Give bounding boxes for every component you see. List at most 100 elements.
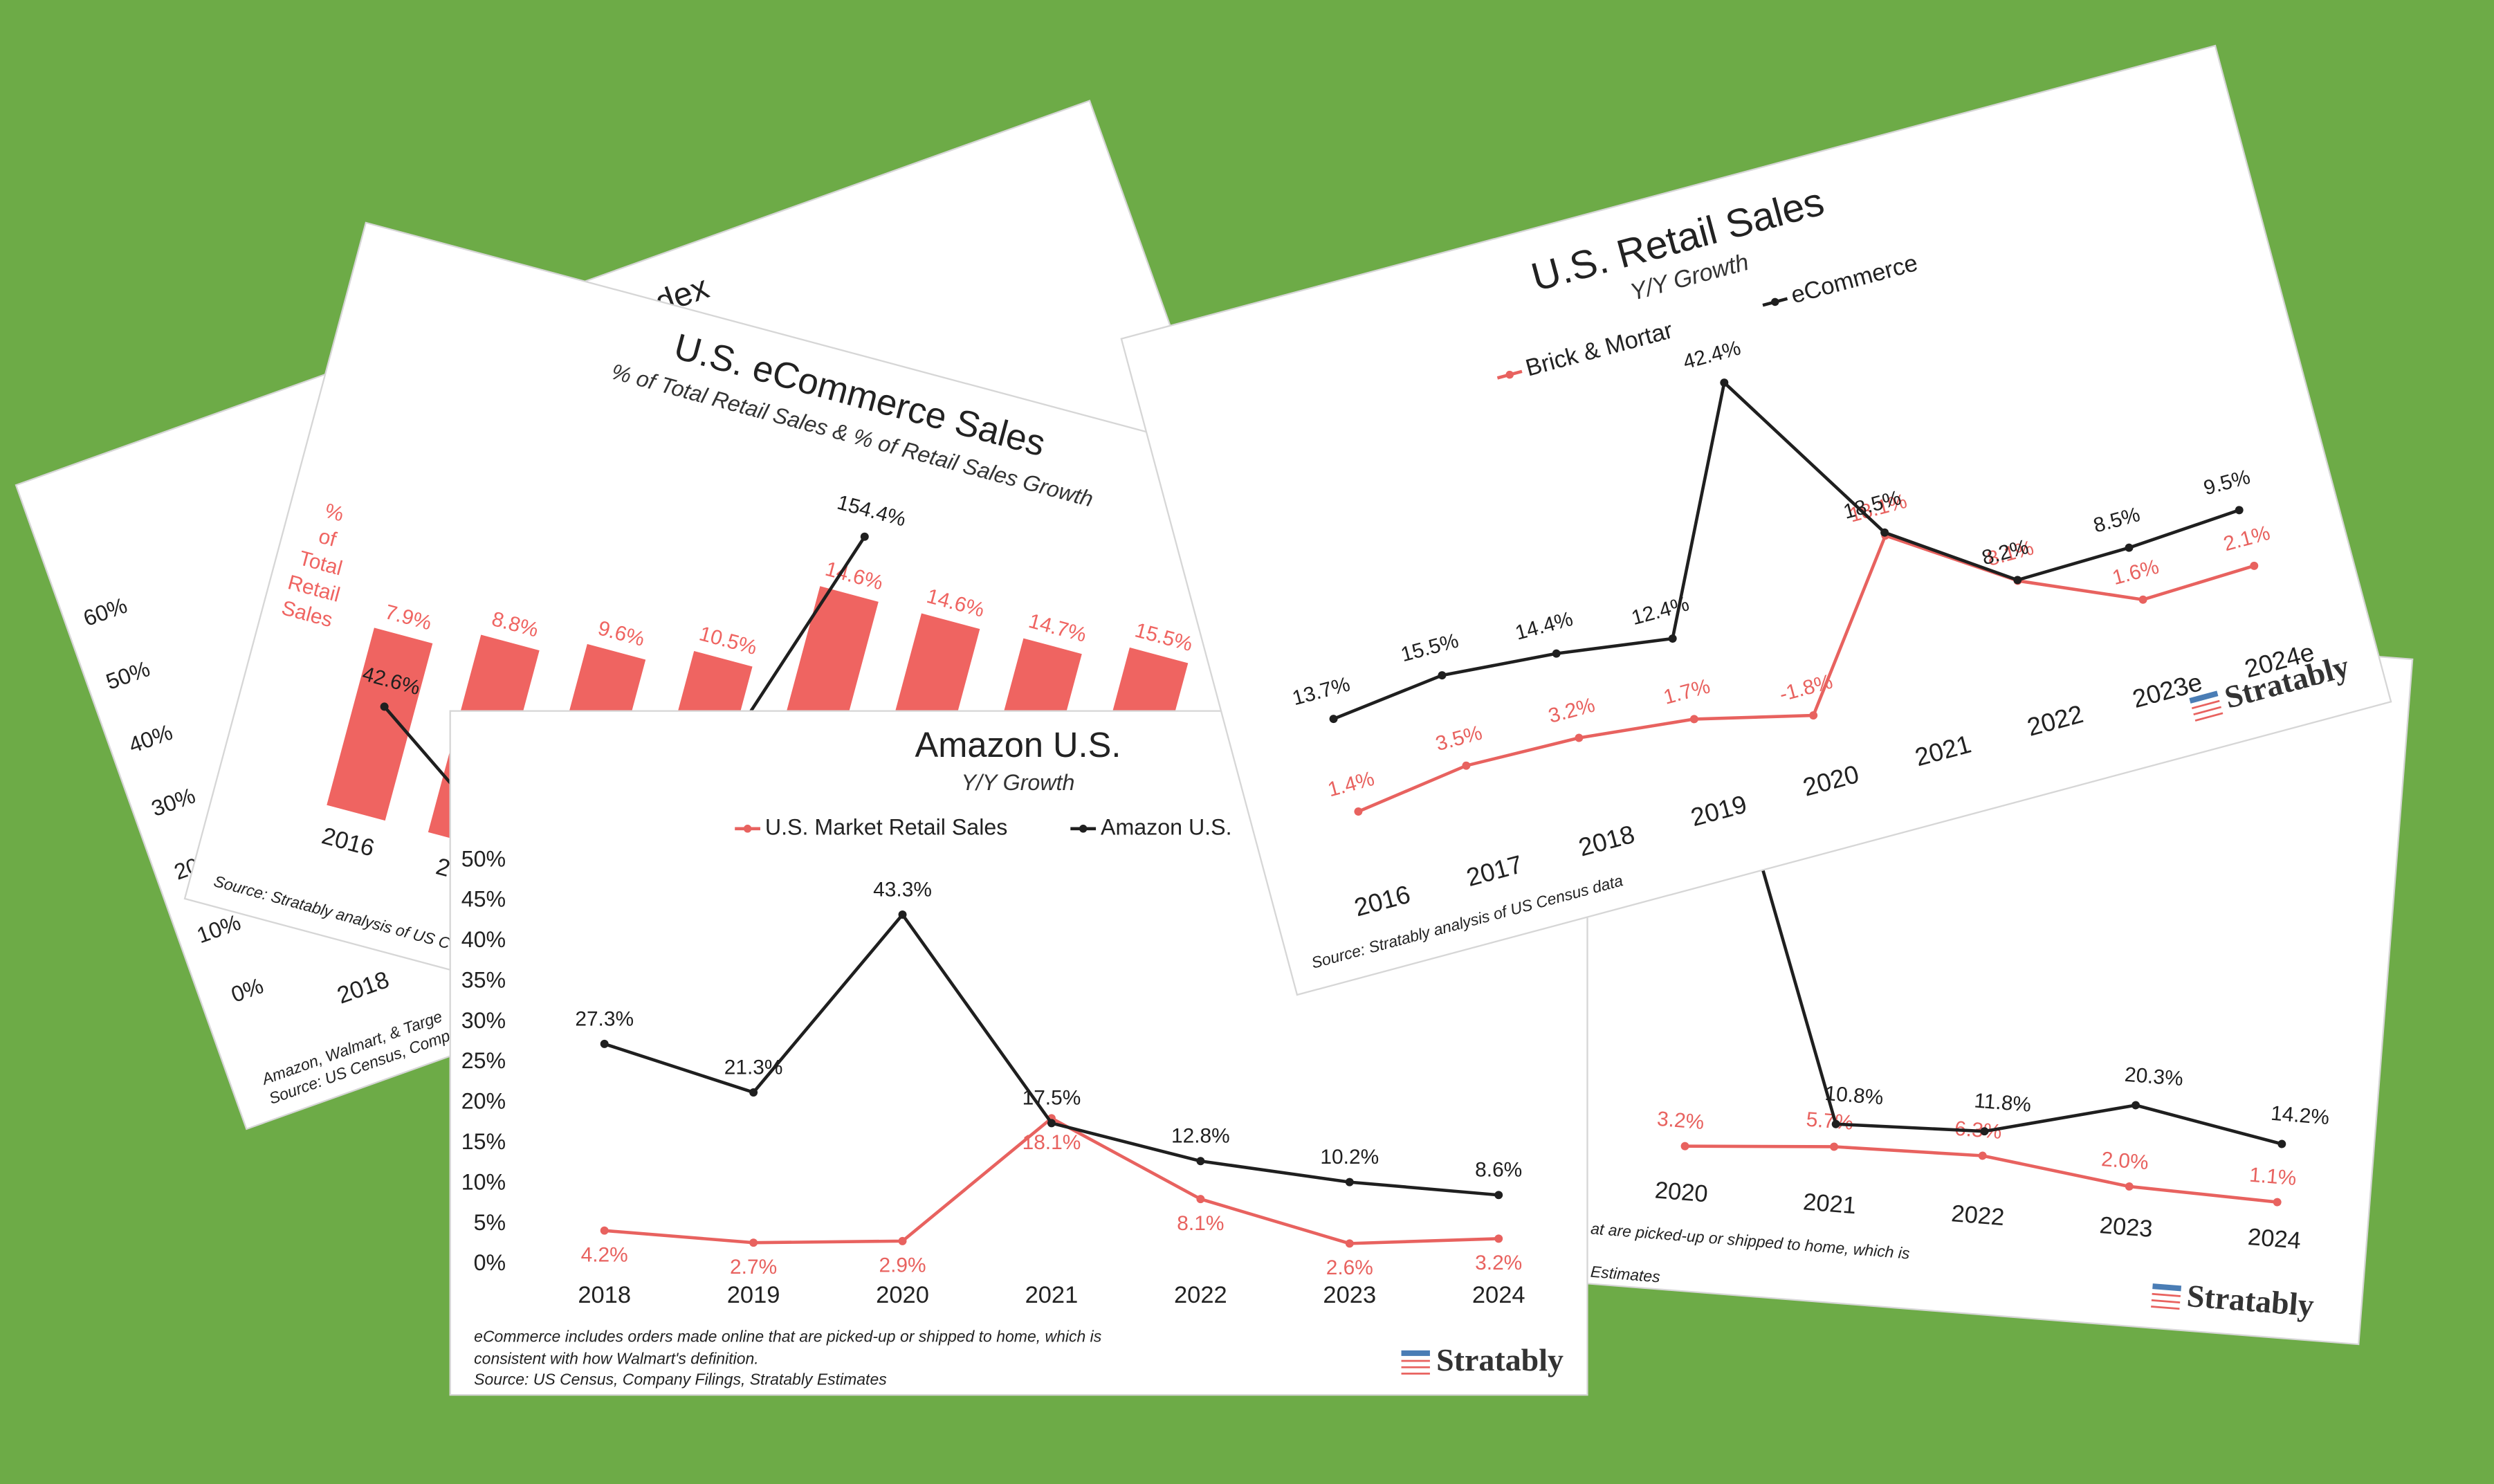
data-label: 18.1% [1023, 1131, 1081, 1154]
x-tick-label: 2021 [1025, 1282, 1079, 1308]
x-tick-label: 2024 [2247, 1224, 2302, 1254]
logo-icon-line [2151, 1306, 2180, 1310]
data-point [749, 1088, 758, 1097]
data-label: 12.8% [1171, 1125, 1230, 1148]
data-point [1345, 1239, 1354, 1248]
data-point [600, 1226, 609, 1235]
x-tick-label: 2020 [1654, 1177, 1709, 1207]
data-label: 2.0% [2100, 1148, 2149, 1174]
legend-item: U.S. Market Retail Sales [735, 814, 1007, 839]
data-point [1668, 634, 1677, 643]
data-point [1980, 1127, 1989, 1136]
legend-marker [1505, 370, 1514, 379]
legend-item: Amazon U.S. [1070, 814, 1232, 839]
logo: Stratably [1401, 1342, 1564, 1377]
data-point [860, 532, 869, 541]
data-label: 20.3% [2124, 1063, 2184, 1091]
logo-icon-line [1401, 1366, 1430, 1368]
data-point [898, 1236, 907, 1245]
data-point [1720, 378, 1729, 387]
y-tick-label: 45% [461, 887, 506, 912]
logo-icon-line [1401, 1359, 1430, 1362]
y-tick-label: 15% [461, 1129, 506, 1154]
y-tick-label: 35% [461, 967, 506, 992]
data-point [2235, 506, 2244, 515]
logo-icon-line [2193, 706, 2222, 715]
card-background [1120, 44, 2392, 996]
x-tick-label: 2018 [578, 1282, 631, 1308]
x-tick-label: 2023 [2098, 1212, 2153, 1243]
x-tick-label: 2024 [1472, 1282, 1525, 1308]
data-label: 2.6% [1326, 1256, 1373, 1279]
logo-icon-line [2191, 699, 2220, 710]
chart-subtitle: Y/Y Growth [961, 770, 1074, 795]
data-point [1354, 807, 1363, 816]
legend-marker [1771, 297, 1779, 306]
data-point [2125, 1182, 2134, 1191]
data-label: 43.3% [873, 878, 932, 901]
data-point [1680, 1142, 1689, 1151]
x-tick-label: 2020 [876, 1282, 929, 1308]
y-tick-label: 40% [461, 927, 506, 952]
data-point [600, 1039, 609, 1048]
data-point [1196, 1195, 1205, 1204]
data-point [2125, 543, 2134, 552]
data-label: 3.2% [1475, 1252, 1522, 1274]
data-point [1462, 761, 1471, 770]
data-label: 3.2% [1656, 1108, 1705, 1134]
data-point [1329, 715, 1338, 724]
data-label: 17.5% [1023, 1087, 1081, 1110]
x-tick-label: 2023 [1323, 1282, 1376, 1308]
data-point [1196, 1157, 1205, 1166]
data-point [898, 910, 907, 919]
x-tick-label: 2019 [727, 1282, 780, 1308]
y-tick-label: 50% [461, 846, 506, 871]
logo-icon-bar [2152, 1283, 2182, 1292]
data-point [1047, 1119, 1056, 1128]
y-tick-label: 30% [461, 1008, 506, 1033]
data-label: 11.8% [1973, 1089, 2032, 1116]
logo-icon-line [1401, 1373, 1430, 1375]
data-point [1809, 711, 1818, 720]
legend-marker [1079, 825, 1088, 833]
data-point [1438, 671, 1447, 680]
footnote: eCommerce includes orders made online th… [474, 1328, 1102, 1346]
data-label: 10.8% [1824, 1082, 1884, 1110]
logo-icon-line [2194, 712, 2223, 722]
data-point [1552, 649, 1561, 658]
data-label: 2.9% [879, 1254, 926, 1277]
data-point [2273, 1198, 2282, 1207]
data-point [1494, 1191, 1503, 1200]
logo-icon-bar [2189, 690, 2219, 704]
x-tick-label: 2021 [1802, 1189, 1857, 1219]
y-tick-label: 20% [461, 1089, 506, 1114]
legend-label: Amazon U.S. [1101, 814, 1232, 839]
data-label: 14.2% [2270, 1102, 2330, 1130]
y-tick-label: 0% [474, 1250, 506, 1275]
legend-label: U.S. Market Retail Sales [765, 814, 1007, 839]
data-point [1830, 1142, 1839, 1151]
data-label: 2.7% [730, 1256, 777, 1279]
data-point [1689, 715, 1698, 724]
data-label: 8.6% [1475, 1159, 1522, 1182]
data-point [380, 702, 389, 711]
y-tick-label: 25% [461, 1048, 506, 1073]
data-point [1345, 1178, 1354, 1187]
x-tick-label: 2022 [1174, 1282, 1227, 1308]
logo-icon-line [2152, 1292, 2181, 1297]
data-point [1831, 1119, 1840, 1128]
data-label: 5.7% [1806, 1108, 1854, 1135]
y-tick-label: 5% [474, 1210, 506, 1235]
data-label: 1.1% [2248, 1164, 2297, 1190]
data-point [2131, 1101, 2140, 1110]
data-point [1575, 733, 1584, 742]
footnote: consistent with how Walmart's definition… [474, 1350, 758, 1368]
data-point [749, 1238, 758, 1247]
legend-marker [743, 825, 752, 833]
logo-text: Stratably [1436, 1342, 1564, 1377]
chart-title: Amazon U.S. [915, 725, 1121, 764]
card-content: Amazon U.S. Y/Y Growth 0% 5% 10% 15% 20% 25% 30%… [461, 725, 1564, 1389]
